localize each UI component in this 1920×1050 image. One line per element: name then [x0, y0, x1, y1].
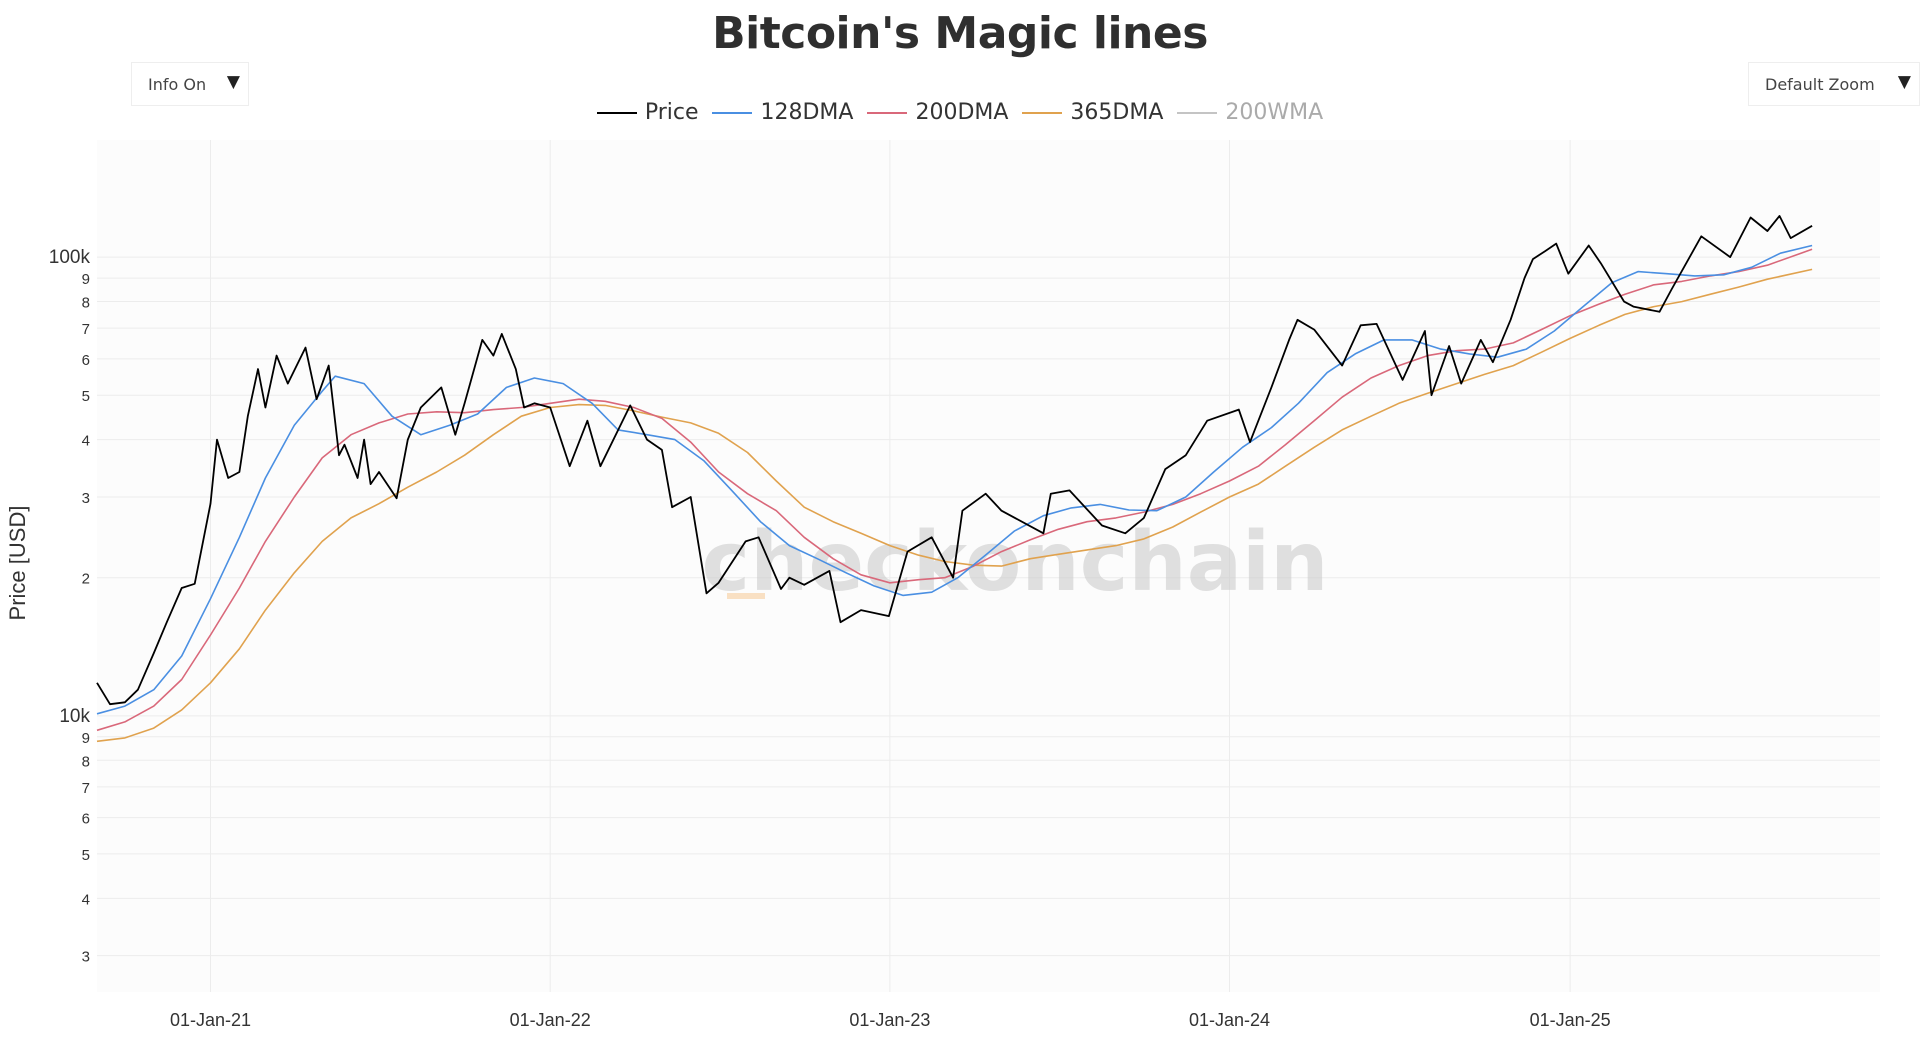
legend-swatch-price [596, 111, 637, 114]
y-axis-ticks: 3 4 5 6 7 8 9 10k 2 3 4 5 6 7 8 9 100k [49, 247, 91, 966]
legend-label-price: Price [644, 100, 699, 125]
legend-label-200wma: 200WMA [1225, 100, 1324, 125]
y-tick-label: 5 [82, 388, 90, 405]
y-tick-label: 4 [82, 433, 90, 450]
watermark-logo-mark [727, 593, 765, 599]
y-tick-label: 6 [82, 811, 90, 828]
y-tick-label: 5 [82, 847, 90, 864]
x-tick-label: 01-Jan-22 [510, 1010, 591, 1030]
series-line-price [96, 215, 1813, 706]
series-line-200dma [96, 248, 1813, 732]
y-tick-label: 10k [59, 706, 90, 727]
legend-label-128dma: 128DMA [760, 100, 854, 125]
legend-item-200dma[interactable]: 200DMA [867, 100, 1008, 125]
chart-title: Bitcoin's Magic lines [712, 8, 1208, 59]
series-lines [96, 215, 1813, 743]
chevron-down-icon: ▼ [1897, 72, 1911, 92]
legend-swatch-200dma [867, 111, 908, 114]
legend-swatch-200wma [1177, 111, 1218, 114]
x-tick-label: 01-Jan-24 [1189, 1010, 1270, 1030]
y-tick-label: 8 [82, 753, 90, 770]
x-tick-label: 01-Jan-23 [849, 1010, 930, 1030]
y-tick-label: 7 [82, 780, 90, 797]
zoom-dropdown-label: Default Zoom [1765, 74, 1875, 94]
y-tick-label: 9 [82, 271, 90, 288]
series-line-128dma [96, 244, 1813, 715]
y-tick-label: 2 [82, 571, 90, 588]
info-toggle-dropdown[interactable]: Info On ▼ [131, 62, 249, 106]
y-tick-label: 8 [82, 295, 90, 312]
legend-swatch-128dma [712, 111, 753, 114]
x-tick-label: 01-Jan-25 [1530, 1010, 1611, 1030]
legend-item-200wma[interactable]: 200WMA [1177, 100, 1323, 125]
info-dropdown-label: Info On [148, 74, 207, 94]
x-axis-ticks: 01-Jan-21 01-Jan-22 01-Jan-23 01-Jan-24 01-J… [170, 1010, 1611, 1030]
y-axis-title: Price [USD] [5, 506, 30, 621]
y-tick-label: 100k [49, 247, 91, 268]
legend-item-128dma[interactable]: 128DMA [712, 100, 853, 125]
legend-item-365dma[interactable]: 365DMA [1022, 100, 1163, 125]
zoom-dropdown[interactable]: Default Zoom ▼ [1748, 62, 1920, 106]
y-tick-label: 3 [82, 949, 90, 966]
y-tick-label: 7 [82, 321, 90, 338]
x-tick-label: 01-Jan-21 [170, 1010, 251, 1030]
legend-item-price[interactable]: Price [596, 100, 699, 125]
chart-legend: Price 128DMA 200DMA 365DMA 200WMA [0, 100, 1920, 125]
legend-label-365dma: 365DMA [1070, 100, 1164, 125]
y-tick-label: 4 [82, 891, 90, 908]
y-tick-label: 6 [82, 352, 90, 369]
y-tick-label: 9 [82, 730, 90, 747]
chevron-down-icon: ▼ [226, 72, 240, 92]
y-tick-label: 3 [82, 490, 90, 507]
legend-label-200dma: 200DMA [915, 100, 1009, 125]
legend-swatch-365dma [1022, 111, 1063, 114]
